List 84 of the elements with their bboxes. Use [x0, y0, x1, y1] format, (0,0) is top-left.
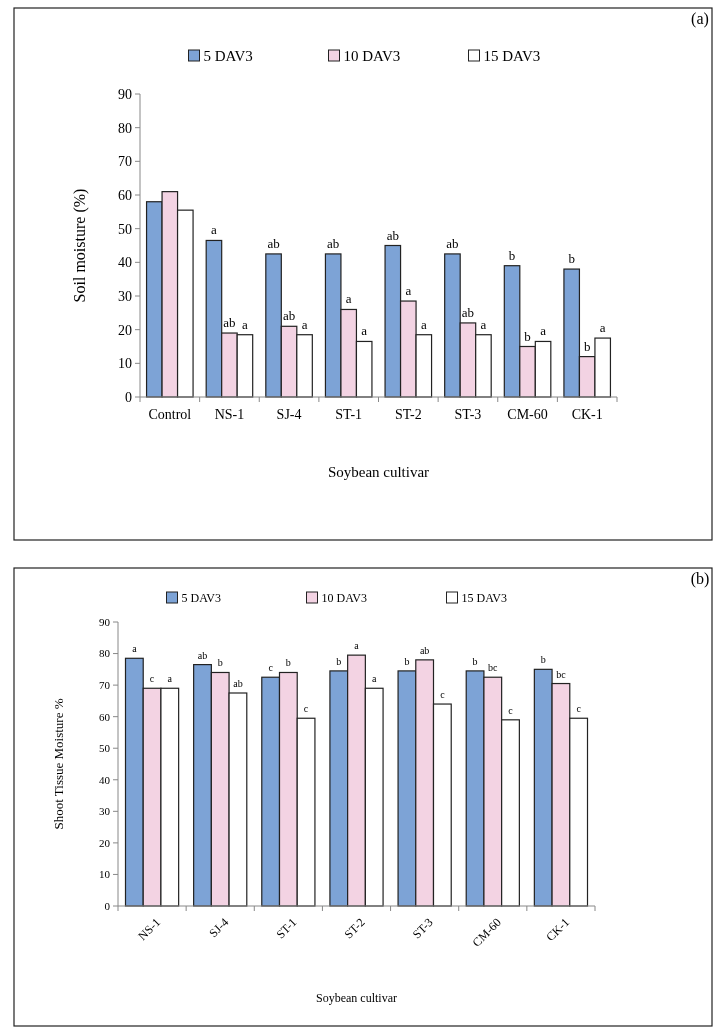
- data-label: c: [440, 689, 446, 701]
- y-tick-label: 60: [99, 710, 111, 723]
- y-tick-label: 70: [99, 678, 111, 691]
- data-label: a: [211, 222, 218, 238]
- x-tick-label: CK-1: [571, 407, 603, 422]
- y-tick-label: 80: [118, 120, 132, 136]
- data-label: bc: [488, 662, 499, 674]
- x-tick-label: Control: [148, 407, 192, 422]
- data-label: b: [540, 654, 546, 666]
- y-tick-label: 70: [118, 154, 132, 170]
- y-tick-label: 30: [99, 805, 111, 818]
- x-tick-label: ST-2: [394, 407, 422, 422]
- data-label: a: [167, 673, 173, 685]
- data-label: c: [576, 703, 582, 715]
- y-tick-label: 20: [118, 322, 132, 338]
- y-tick-label: 30: [118, 288, 132, 304]
- legend-label: 15 DAV3: [483, 48, 541, 65]
- legend-label: 5 DAV3: [181, 591, 221, 606]
- y-tick-label: 0: [104, 899, 111, 912]
- data-label: a: [540, 323, 547, 339]
- data-label: b: [472, 655, 478, 667]
- data-label: bc: [556, 668, 567, 680]
- data-label: a: [345, 291, 352, 307]
- y-tick-label: 0: [125, 389, 132, 405]
- data-label: a: [301, 316, 308, 332]
- y-tick-label: 90: [99, 615, 111, 628]
- x-tick-label: CM-60: [507, 407, 548, 422]
- data-label: b: [336, 655, 342, 667]
- data-label: b: [217, 657, 223, 669]
- data-label: b: [524, 328, 531, 344]
- data-label: a: [480, 316, 487, 332]
- data-label: a: [405, 283, 412, 299]
- y-tick-label: 20: [99, 836, 111, 849]
- data-label: ab: [223, 315, 236, 331]
- legend-label: 15 DAV3: [461, 591, 507, 606]
- x-axis-title: Soybean cultivar: [327, 464, 430, 480]
- x-axis-title: Soybean cultivar: [316, 991, 397, 1005]
- data-label: c: [303, 703, 309, 715]
- legend-label: 10 DAV3: [321, 591, 367, 606]
- data-label: c: [149, 673, 155, 685]
- x-tick-label: ST-3: [454, 407, 482, 422]
- data-label: b: [508, 247, 516, 263]
- data-label: a: [354, 640, 360, 652]
- data-label: ab: [327, 235, 340, 251]
- y-tick-label: 50: [118, 221, 132, 237]
- data-label: a: [371, 673, 377, 685]
- data-label: a: [132, 643, 138, 655]
- y-axis-title: Soil moisture (%): [71, 188, 89, 303]
- data-label: ab: [267, 235, 280, 251]
- y-tick-label: 60: [118, 187, 132, 203]
- y-tick-label: 90: [118, 86, 132, 102]
- data-label: ab: [197, 649, 208, 661]
- legend-label: 10 DAV3: [343, 48, 401, 65]
- y-tick-label: 40: [118, 255, 132, 271]
- x-tick-label: SJ-4: [206, 915, 232, 941]
- data-label: ab: [419, 644, 430, 656]
- data-label: a: [420, 316, 427, 332]
- text: (b): [690, 570, 710, 588]
- x-tick-label: NS-1: [214, 407, 245, 422]
- data-label: ab: [233, 678, 243, 689]
- y-tick-label: 40: [99, 773, 111, 786]
- y-tick-label: 80: [99, 647, 111, 660]
- text: (a): [691, 10, 709, 28]
- y-axis-title: Shoot Tissue Moisture %: [51, 698, 66, 830]
- data-label: a: [599, 320, 606, 336]
- x-tick-label: SJ-4: [276, 407, 302, 422]
- data-label: ab: [461, 304, 475, 320]
- data-label: b: [583, 338, 591, 354]
- data-label: a: [242, 316, 249, 332]
- y-tick-label: 50: [99, 742, 111, 755]
- x-tick-label: ST-1: [273, 915, 300, 942]
- data-label: a: [361, 323, 368, 339]
- data-label: ab: [386, 227, 399, 243]
- data-label: c: [508, 704, 514, 716]
- y-tick-label: 10: [118, 356, 132, 372]
- y-tick-label: 10: [99, 868, 111, 881]
- x-tick-label: ST-1: [335, 407, 363, 422]
- data-label: b: [404, 655, 410, 667]
- data-label: ab: [446, 235, 459, 251]
- legend-label: 5 DAV3: [203, 48, 253, 65]
- data-label: b: [285, 657, 291, 669]
- data-label: ab: [282, 308, 296, 324]
- data-label: b: [568, 251, 575, 267]
- data-label: c: [268, 662, 274, 674]
